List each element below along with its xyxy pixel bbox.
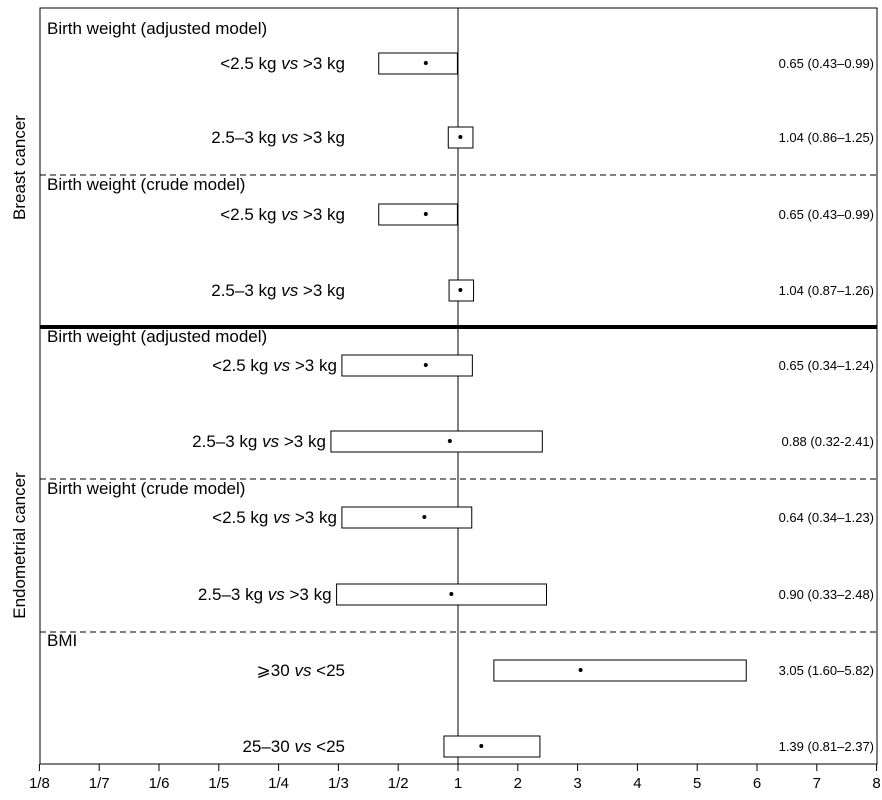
section-title: Birth weight (adjusted model) [47,19,267,38]
group-label: Endometrial cancer [10,472,29,619]
ci-value: 1.04 (0.86–1.25) [779,130,874,145]
point-estimate [422,515,427,519]
ci-value: 1.04 (0.87–1.26) [779,283,874,298]
ci-box [493,659,747,682]
x-tick-label: 1/2 [388,775,409,792]
point-estimate [458,288,463,292]
ci-box [378,203,458,226]
ci-value: 0.65 (0.43–0.99) [779,207,874,222]
plot-marks [330,52,747,758]
ci-value: 0.64 (0.34–1.23) [779,510,874,525]
x-tick-label: 2 [514,775,522,792]
ci-box [443,735,541,758]
row-label: 2.5–3 kg vs >3 kg [198,585,332,604]
row-label: <2.5 kg vs >3 kg [220,54,345,73]
point-estimate [423,212,428,216]
point-estimate [423,61,428,65]
group-label: Breast cancer [10,115,29,220]
section-title: Birth weight (crude model) [47,479,245,498]
point-estimate [479,744,484,748]
ci-value: 0.88 (0.32-2.41) [781,434,874,449]
row-label: <2.5 kg vs >3 kg [212,356,337,375]
point-estimate [447,439,452,443]
x-tick-label: 1/4 [268,775,289,792]
x-tick-label: 6 [753,775,761,792]
x-tick-label: 1/5 [208,775,229,792]
ci-box [378,52,458,75]
row-label: <2.5 kg vs >3 kg [212,508,337,527]
ci-box [330,430,543,453]
row-label: 2.5–3 kg vs >3 kg [192,432,326,451]
section-title: Birth weight (adjusted model) [47,327,267,346]
point-estimate [578,668,583,672]
ci-box [336,583,548,606]
point-estimate [449,592,454,596]
ci-value: 1.39 (0.81–2.37) [779,739,874,754]
x-tick-label: 1/8 [29,775,50,792]
ci-value: 0.65 (0.43–0.99) [779,56,874,71]
row-label: <2.5 kg vs >3 kg [220,205,345,224]
x-tick-label: 1 [454,775,462,792]
x-tick-label: 3 [573,775,581,792]
x-tick-label: 8 [872,775,880,792]
row-label: 2.5–3 kg vs >3 kg [211,281,345,300]
x-tick-label: 7 [813,775,821,792]
plot-lines [38,7,878,771]
x-tick-label: 1/6 [149,775,170,792]
plot-text: 1/8 1/7 1/6 1/5 1/4 1/3 1/2 1 2 3 4 5 6 7 8 Breast canc… [10,19,881,792]
section-title: Birth weight (crude model) [47,175,245,194]
section-title: BMI [47,631,77,650]
row-label: 25–30 vs <25 [242,737,345,756]
x-tick-label: 1/3 [328,775,349,792]
ci-box [341,354,473,377]
row-label: 2.5–3 kg vs >3 kg [211,128,345,147]
ci-box [341,506,473,529]
ci-value: 0.90 (0.33–2.48) [779,587,874,602]
point-estimate [458,135,463,139]
row-label: ⩾30 vs <25 [257,661,345,680]
point-estimate [423,363,428,367]
ci-value: 3.05 (1.60–5.82) [779,663,874,678]
x-tick-label: 4 [633,775,641,792]
x-tick-label: 1/7 [89,775,110,792]
x-tick-label: 5 [693,775,701,792]
ci-value: 0.65 (0.34–1.24) [779,358,874,373]
